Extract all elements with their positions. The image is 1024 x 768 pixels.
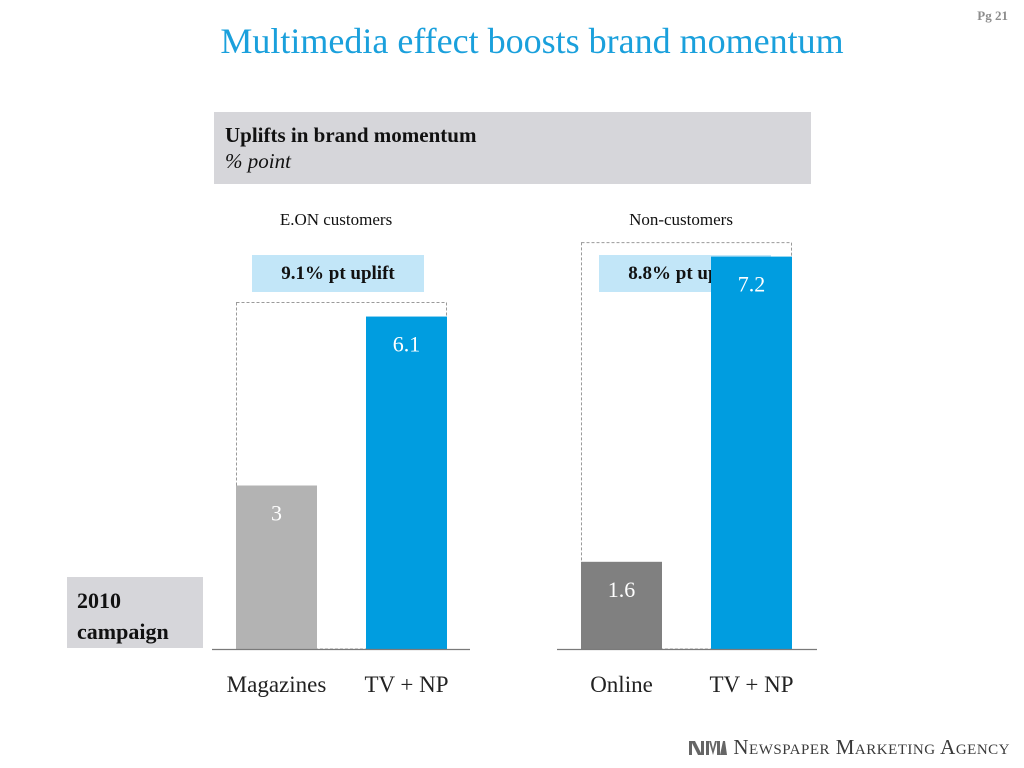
- category-label: TV + NP: [364, 672, 448, 697]
- bar-noncust-online: [581, 561, 662, 649]
- category-label: TV + NP: [709, 672, 793, 697]
- campaign-text: campaign: [77, 619, 169, 644]
- bar-value-label: 3: [271, 501, 282, 526]
- bar-eon-magazines: [236, 485, 317, 649]
- panel-title-non-customers: Non-customers: [629, 210, 733, 229]
- bar-value-label: 6.1: [393, 332, 421, 357]
- bar-noncust-tv-np: [711, 256, 792, 649]
- category-label: Magazines: [227, 672, 327, 697]
- campaign-label-box: 2010 campaign: [67, 577, 203, 648]
- bar-value-label: 1.6: [608, 577, 636, 602]
- chart-unit-label: % point: [225, 149, 291, 173]
- page-title: Multimedia effect boosts brand momentum: [220, 21, 844, 61]
- bar-value-label: 7.2: [738, 272, 766, 297]
- footer-logo: Newspaper Marketing Agency: [689, 735, 1010, 760]
- panel-title-eon-customers: E.ON customers: [279, 210, 393, 229]
- nma-logo-icon: [689, 740, 728, 755]
- chart-subtitle-box: Uplifts in brand momentum % point: [214, 112, 811, 184]
- page-number: Pg 21: [977, 8, 1008, 23]
- bar-eon-tv-np: [366, 316, 447, 649]
- category-label: Online: [590, 672, 653, 697]
- chart-subtitle: Uplifts in brand momentum: [225, 123, 477, 147]
- footer-logo-text: Newspaper Marketing Agency: [733, 735, 1010, 759]
- uplift-badge-eon-customers: 9.1% pt uplift: [252, 255, 424, 292]
- campaign-year: 2010: [77, 588, 121, 613]
